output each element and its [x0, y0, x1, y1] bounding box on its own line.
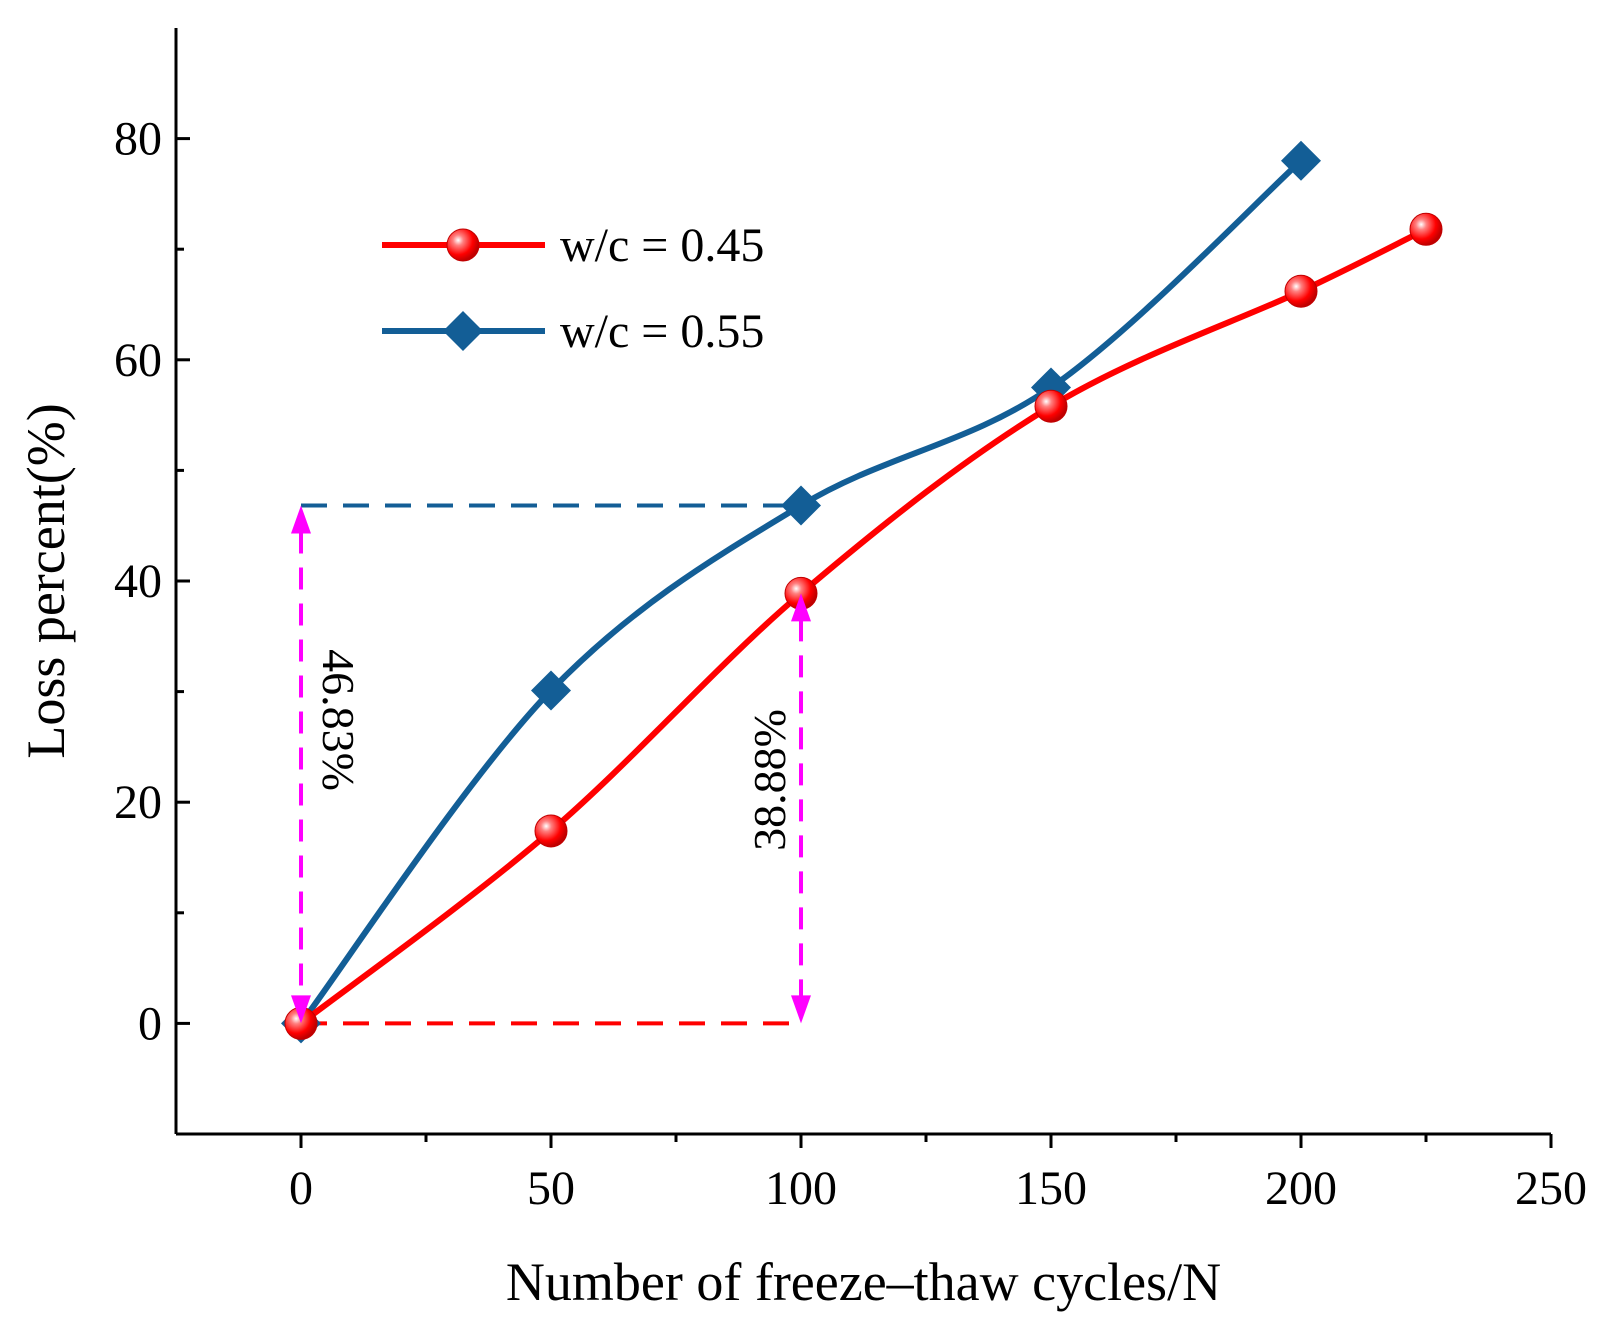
legend-marker	[443, 311, 483, 351]
marker-wc055	[781, 485, 821, 526]
arrow-038-head-bottom	[791, 995, 811, 1024]
legend: w/c = 0.45 w/c = 0.55	[382, 219, 764, 358]
legend-marker	[446, 228, 480, 262]
marker-wc045	[1409, 212, 1443, 246]
marker-wc055	[531, 670, 571, 711]
x-tick-label: 150	[1015, 1162, 1087, 1215]
marker-wc045	[534, 814, 568, 848]
x-tick-label: 200	[1265, 1162, 1337, 1215]
y-axis-title: Loss percent(%)	[16, 403, 76, 758]
x-tick-label: 0	[289, 1162, 313, 1215]
y-tick-label: 80	[114, 113, 162, 166]
series-line-wc045	[299, 226, 1428, 1026]
annotation-label: 46.83%	[313, 649, 364, 791]
arrow-046-head-bottom	[291, 995, 311, 1024]
marker-wc045	[1034, 389, 1068, 423]
x-tick-label: 50	[527, 1162, 575, 1215]
y-tick-label: 40	[114, 555, 162, 608]
arrow-046-head-top	[291, 505, 311, 534]
y-tick-label: 20	[114, 776, 162, 829]
y-tick-label: 0	[138, 997, 162, 1050]
reference-guides	[301, 503, 801, 1026]
annotations: 46.83% 38.88%	[291, 505, 811, 1024]
marker-wc055	[1281, 140, 1321, 181]
series-lines	[298, 158, 1428, 1026]
x-tick-label: 250	[1515, 1162, 1587, 1215]
y-tick-label: 60	[114, 334, 162, 387]
x-tick-label: 100	[765, 1162, 837, 1215]
annotation-label: 38.88%	[744, 709, 795, 851]
legend-label: w/c = 0.55	[560, 305, 764, 358]
axes: 0 20 40 60 80 0 50 100 150 200 250 Number of freeze…	[16, 28, 1587, 1312]
x-axis-title: Number of freeze–thaw cycles/N	[506, 1252, 1221, 1312]
arrow-038-head-top	[791, 593, 811, 622]
marker-wc045	[1284, 274, 1318, 308]
series-markers	[281, 140, 1443, 1044]
legend-label: w/c = 0.45	[560, 219, 764, 272]
